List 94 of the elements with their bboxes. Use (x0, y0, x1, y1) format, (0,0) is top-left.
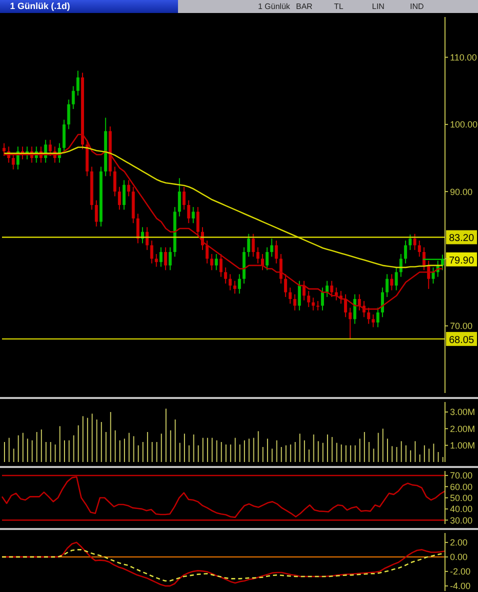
candlestick (367, 307, 370, 324)
candlestick (67, 99, 70, 130)
chart-title: 1 Günlük (.1d) (10, 0, 70, 13)
candlestick (432, 266, 435, 284)
candlestick (122, 180, 126, 210)
candlestick (182, 186, 186, 210)
y-tick-label: -2.00 (450, 566, 471, 577)
candlestick (358, 294, 361, 311)
candlestick (307, 290, 310, 308)
candlestick (154, 254, 158, 268)
candlestick (238, 274, 241, 294)
text: IND (410, 1, 424, 13)
y-tick-label: 3.00M (450, 407, 476, 418)
candlestick (118, 186, 121, 210)
candlestick (136, 213, 140, 244)
candlestick (386, 274, 389, 298)
candlestick (302, 280, 306, 301)
candlestick (214, 254, 218, 271)
candlestick (12, 152, 15, 170)
text: LIN (372, 1, 384, 13)
y-tick-label: 0.00 (450, 552, 468, 562)
candlestick (348, 307, 352, 340)
y-tick-label: 100.00 (450, 120, 478, 130)
ref-line-label: 68.05 (448, 334, 474, 346)
candlestick (353, 294, 356, 324)
candlestick (256, 246, 260, 264)
candlestick (247, 233, 250, 258)
candlestick (159, 246, 162, 268)
candlestick (2, 142, 6, 156)
y-tick-label: -4.00 (450, 581, 471, 592)
candlestick (279, 254, 282, 284)
candlestick (422, 246, 426, 271)
candlestick (260, 254, 264, 271)
candlestick (330, 280, 334, 298)
candlestick (404, 240, 408, 264)
y-tick-label: 40.00 (450, 504, 473, 514)
candlestick (94, 200, 98, 227)
candlestick (390, 274, 394, 291)
y-tick-label: 70.00 (450, 321, 473, 332)
candlestick (224, 266, 228, 284)
y-tick-label: 90.00 (450, 186, 473, 197)
text: BAR (296, 1, 312, 13)
candlestick (62, 119, 66, 154)
candlestick (127, 180, 130, 197)
candlestick (72, 86, 75, 110)
candlestick (320, 287, 324, 311)
candlestick (293, 294, 296, 311)
y-tick-label: 30.00 (450, 515, 473, 526)
candlestick (298, 280, 301, 311)
candlestick (187, 200, 190, 224)
candlestick (418, 240, 421, 258)
candlestick (312, 297, 315, 311)
annotation: 79.90 (448, 255, 474, 266)
candlestick (380, 287, 384, 318)
y-tick-label: 110.00 (450, 52, 477, 62)
candlestick (228, 274, 232, 291)
ref-line-label: 83.20 (448, 233, 474, 244)
candlestick (178, 178, 181, 217)
candlestick (192, 206, 195, 224)
y-tick-label: 2.00M (450, 424, 476, 434)
candlestick (219, 254, 222, 278)
candlestick (206, 240, 209, 264)
candlestick (252, 233, 255, 258)
candlestick (113, 166, 116, 197)
candlestick (168, 246, 172, 271)
y-tick-label: 50.00 (450, 492, 473, 503)
y-tick-label: 1.00M (450, 440, 476, 451)
candlestick (399, 254, 402, 278)
y-tick-label: 60.00 (450, 482, 473, 492)
candlestick (376, 307, 380, 328)
candlestick (233, 280, 236, 294)
candlestick (394, 266, 398, 291)
candlestick (372, 314, 375, 328)
candlestick (274, 240, 278, 264)
candlestick (210, 254, 214, 271)
candlestick (413, 233, 416, 250)
candlestick (196, 206, 200, 238)
candlestick (270, 238, 274, 258)
candlestick (408, 234, 412, 250)
candlestick (150, 240, 154, 264)
y-tick-label: 70.00 (450, 470, 473, 481)
line-series (1, 476, 446, 518)
candlestick (284, 274, 288, 298)
candlestick (316, 300, 320, 311)
y-tick-label: 2.00 (450, 538, 468, 548)
candlestick (326, 280, 329, 298)
text: 1 Günlük (258, 1, 290, 13)
candlestick (266, 246, 269, 271)
candlestick (344, 294, 348, 318)
candlestick (288, 287, 292, 304)
text: TL (334, 1, 344, 13)
candlestick (164, 246, 168, 271)
candlestick (48, 139, 52, 156)
candlestick (76, 70, 80, 96)
